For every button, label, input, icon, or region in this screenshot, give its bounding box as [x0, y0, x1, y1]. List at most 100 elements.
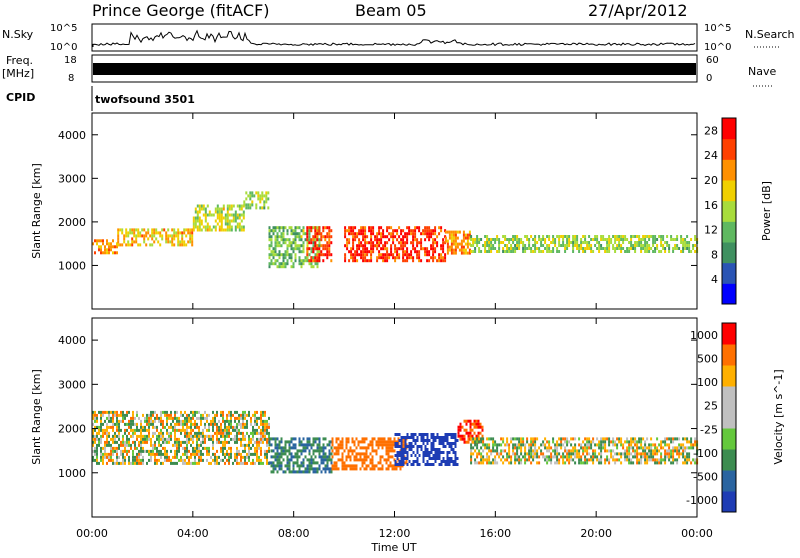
- heatmap-cell: [308, 262, 311, 266]
- heatmap-cell: [284, 253, 287, 257]
- heatmap-cell: [228, 225, 231, 229]
- heatmap-cell: [454, 236, 457, 240]
- heatmap-cell: [120, 428, 122, 432]
- heatmap-cell: [164, 452, 166, 456]
- heatmap-cell: [238, 416, 240, 420]
- heatmap-cell: [306, 244, 309, 248]
- heatmap-cell: [180, 410, 182, 414]
- heatmap-cell: [274, 458, 277, 462]
- heatmap-cell: [348, 226, 351, 230]
- heatmap-cell: [206, 228, 209, 232]
- heatmap-cell: [306, 467, 309, 471]
- heatmap-cell: [280, 265, 283, 269]
- heatmap-cell: [343, 449, 346, 453]
- heatmap-cell: [278, 250, 281, 254]
- heatmap-cell: [135, 234, 138, 238]
- heatmap-cell: [194, 455, 196, 459]
- heatmap-cell: [624, 235, 627, 238]
- heatmap-cell: [576, 452, 579, 456]
- heatmap-cell: [416, 250, 419, 254]
- heatmap-cell: [387, 437, 390, 441]
- heatmap-cell: [151, 243, 154, 247]
- heatmap-cell: [216, 213, 219, 217]
- heatmap-cell: [590, 458, 593, 462]
- heatmap-cell: [148, 422, 150, 426]
- heatmap-cell: [522, 443, 525, 447]
- colorbar-swatch: [722, 118, 736, 140]
- heatmap-cell: [390, 244, 393, 248]
- heatmap-cell: [110, 248, 112, 252]
- heatmap-cell: [124, 428, 126, 432]
- heatmap-cell: [516, 437, 519, 441]
- heatmap-cell: [364, 238, 367, 242]
- heatmap-cell: [120, 419, 122, 423]
- heatmap-cell: [530, 440, 533, 444]
- heatmap-cell: [263, 194, 266, 198]
- heatmap-cell: [684, 449, 687, 453]
- heatmap-cell: [608, 458, 611, 462]
- heatmap-cell: [206, 413, 208, 417]
- heatmap-cell: [337, 443, 340, 447]
- heatmap-cell: [566, 449, 569, 453]
- heatmap-cell: [280, 232, 283, 236]
- heatmap-cell: [259, 206, 262, 210]
- heatmap-cell: [644, 235, 647, 238]
- heatmap-cell: [200, 458, 202, 462]
- heatmap-cell: [412, 247, 415, 251]
- heatmap-cell: [530, 247, 533, 250]
- heatmap-cell: [682, 443, 685, 447]
- heatmap-cell: [358, 247, 361, 251]
- heatmap-cell: [658, 449, 661, 453]
- heatmap-cell: [686, 235, 689, 238]
- heatmap-cell: [428, 451, 431, 454]
- heatmap-cell: [568, 235, 571, 238]
- heatmap-cell: [248, 449, 250, 453]
- heatmap-cell: [302, 232, 305, 236]
- heatmap-cell: [200, 228, 203, 232]
- heatmap-cell: [624, 238, 627, 241]
- heatmap-cell: [318, 226, 321, 230]
- heatmap-cell: [362, 238, 365, 242]
- heatmap-cell: [596, 241, 599, 244]
- heatmap-cell: [280, 467, 283, 471]
- heatmap-cell: [352, 244, 355, 248]
- heatmap-cell: [418, 226, 421, 230]
- heatmap-cell: [176, 422, 178, 426]
- heatmap-cell: [159, 234, 162, 238]
- heatmap-cell: [650, 455, 653, 459]
- heatmap-cell: [302, 247, 305, 251]
- heatmap-cell: [636, 244, 639, 247]
- heatmap-cell: [298, 443, 301, 447]
- heatmap-cell: [194, 461, 196, 465]
- heatmap-cell: [486, 443, 489, 447]
- heatmap-cell: [470, 449, 473, 453]
- heatmap-cell: [328, 458, 331, 462]
- heatmap-cell: [552, 455, 555, 459]
- heatmap-cell: [268, 265, 271, 269]
- heatmap-cell: [376, 247, 379, 251]
- heatmap-cell: [387, 455, 390, 459]
- heatmap-cell: [292, 241, 295, 245]
- heatmap-cell: [106, 428, 108, 432]
- heatmap-cell: [510, 247, 513, 250]
- heatmap-cell: [114, 410, 116, 414]
- heatmap-cell: [224, 431, 226, 435]
- heatmap-cell: [374, 238, 377, 242]
- heatmap-cell: [204, 437, 206, 441]
- heatmap-cell: [534, 452, 537, 456]
- heatmap-cell: [608, 437, 611, 441]
- heatmap-cell: [100, 452, 102, 456]
- heatmap-cell: [446, 457, 449, 460]
- heatmap-cell: [280, 244, 283, 248]
- heatmap-cell: [102, 452, 104, 456]
- heatmap-cell: [190, 431, 192, 435]
- heatmap-cell: [151, 237, 154, 241]
- heatmap-cell: [186, 413, 188, 417]
- heatmap-cell: [300, 238, 303, 242]
- heatmap-cell: [404, 457, 407, 460]
- colorbar-swatch: [722, 159, 736, 181]
- heatmap-cell: [192, 437, 194, 441]
- heatmap-cell: [220, 219, 223, 223]
- y-tick-label: 1000: [58, 467, 86, 480]
- heatmap-cell: [349, 458, 352, 462]
